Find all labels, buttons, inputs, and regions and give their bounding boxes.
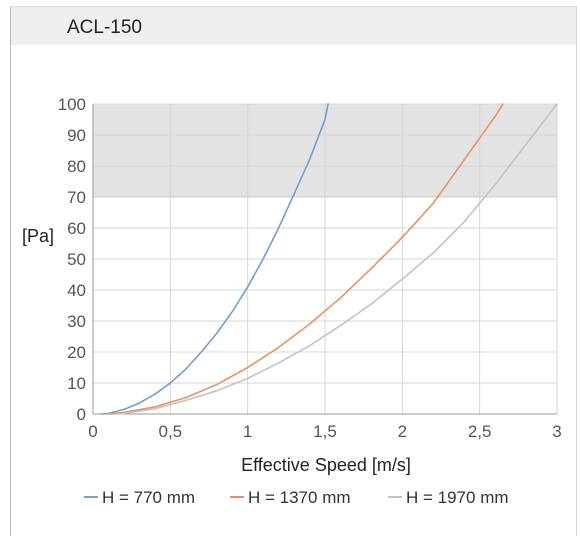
series-line-2 <box>107 103 504 415</box>
x-tick-label: 1,5 <box>313 422 337 441</box>
y-tick-label: 80 <box>67 157 86 176</box>
chart-panel-title: ACL-150 <box>67 17 142 38</box>
legend-label-1: H = 770 mm <box>102 488 195 507</box>
y-tick-label: 100 <box>58 95 86 114</box>
title-bar: ACL-150 <box>11 7 576 45</box>
x-tick-label: 3 <box>552 422 561 441</box>
series-line-3 <box>115 103 558 415</box>
series-layer <box>99 103 558 415</box>
legend-label-2: H = 1370 mm <box>248 488 351 507</box>
series-line-1 <box>99 103 329 415</box>
x-tick-label: 0,5 <box>159 422 183 441</box>
axis-layer <box>92 104 557 415</box>
grid-layer <box>93 103 558 414</box>
chart-panel: ACL-150 <box>10 6 577 536</box>
y-tick-label: 0 <box>77 405 86 424</box>
x-tick-label: 2 <box>398 422 407 441</box>
y-tick-label: 70 <box>67 188 86 207</box>
y-tick-label: 10 <box>67 374 86 393</box>
legend-label-3: H = 1970 mm <box>406 488 509 507</box>
y-tick-label: 20 <box>67 343 86 362</box>
tick-label-layer: 0 10 20 30 40 50 60 70 80 90 100 0 0,5 1 1,5 2 2,5 3 <box>58 95 562 441</box>
y-tick-label: 40 <box>67 281 86 300</box>
y-tick-label: 90 <box>67 126 86 145</box>
y-tick-label: 60 <box>67 219 86 238</box>
x-tick-label: 0 <box>88 422 97 441</box>
legend: H = 770 mm H = 1370 mm H = 1970 mm <box>84 488 509 507</box>
x-tick-label: 2,5 <box>468 422 492 441</box>
y-tick-label: 50 <box>67 250 86 269</box>
y-axis-label: [Pa] <box>22 226 54 246</box>
x-axis-label: Effective Speed [m/s] <box>241 455 411 475</box>
y-tick-label: 30 <box>67 312 86 331</box>
x-tick-label: 1 <box>243 422 252 441</box>
